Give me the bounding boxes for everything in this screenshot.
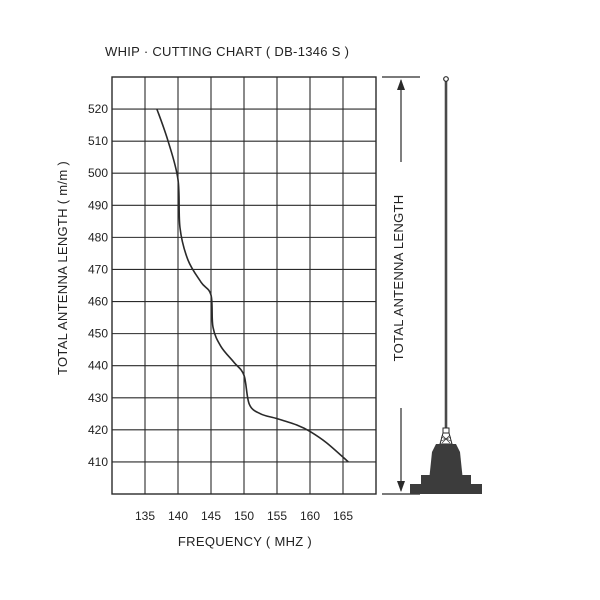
x-tick-labels: 135 140 145 150 155 160 165 — [135, 509, 353, 523]
x-tick-label: 165 — [333, 509, 353, 523]
antenna-spring-coil — [440, 434, 452, 444]
x-axis-label: FREQUENCY ( MHZ ) — [178, 534, 312, 549]
antenna-base-step — [421, 475, 471, 484]
antenna-spring — [439, 432, 453, 445]
y-tick-label: 500 — [88, 166, 108, 180]
y-tick-label: 430 — [88, 391, 108, 405]
arrow-up-icon — [397, 79, 405, 90]
series-layer — [156, 108, 349, 463]
y-tick-label: 480 — [88, 230, 108, 244]
y-tick-label: 490 — [88, 198, 108, 212]
antenna-collar — [442, 427, 450, 434]
y-axis-label: TOTAL ANTENNA LENGTH ( m/m ) — [55, 161, 70, 375]
y-tick-label: 470 — [88, 262, 108, 276]
y-tick-labels: 410 420 430 440 450 460 470 480 490 500 510 520 — [88, 102, 108, 469]
x-tick-label: 135 — [135, 509, 155, 523]
y-tick-label: 450 — [88, 327, 108, 341]
antenna-mount-plate — [410, 484, 482, 494]
side-length-label: TOTAL ANTENNA LENGTH — [391, 195, 406, 362]
series-line — [156, 108, 349, 463]
antenna-base — [429, 444, 463, 481]
chart-title: WHIP · CUTTING CHART ( DB-1346 S ) — [105, 44, 349, 59]
x-tick-label: 145 — [201, 509, 221, 523]
x-tick-label: 160 — [300, 509, 320, 523]
x-tick-label: 150 — [234, 509, 254, 523]
antenna-tip — [443, 76, 449, 82]
y-tick-label: 510 — [88, 134, 108, 148]
antenna-icon — [410, 76, 482, 494]
length-dimension-marker — [382, 76, 420, 495]
grid — [111, 76, 377, 495]
y-tick-label: 520 — [88, 102, 108, 116]
y-tick-label: 460 — [88, 295, 108, 309]
x-tick-label: 140 — [168, 509, 188, 523]
x-tick-label: 155 — [267, 509, 287, 523]
y-tick-label: 440 — [88, 359, 108, 373]
arrow-down-icon — [397, 481, 405, 492]
y-tick-label: 420 — [88, 423, 108, 437]
y-tick-label: 410 — [88, 455, 108, 469]
